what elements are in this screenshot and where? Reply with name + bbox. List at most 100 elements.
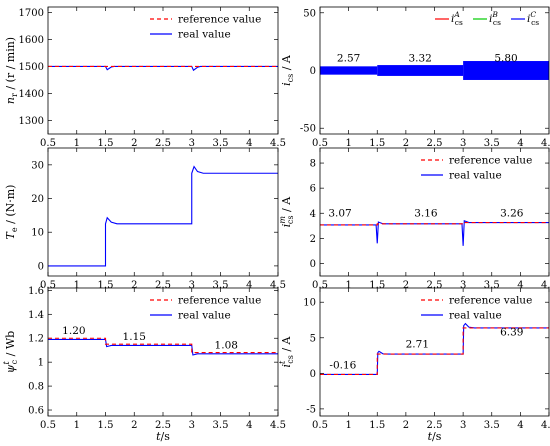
legend-label: real value: [178, 310, 231, 322]
x-tick-label: 0.5: [312, 138, 328, 149]
y-axis-label: Te / (N·m): [4, 185, 19, 240]
y-axis-label: nr / (r / min): [4, 37, 19, 104]
legend: reference value real value: [150, 14, 261, 41]
chart-panel-torque_current: 0.5 1 1.5 2 2.5 3 3.5 4 4.5 -5 0 5 10 -0.16 2.71 6.39 re…: [278, 287, 550, 443]
data-annotation: 2.71: [406, 339, 429, 351]
data-annotation: 1.15: [123, 331, 146, 343]
x-tick-label: 2.5: [427, 138, 443, 149]
plot-area: [320, 219, 549, 246]
x-tick-label: 0.5: [312, 280, 328, 291]
x-tick-label: 3.5: [484, 138, 500, 149]
x-tick-label: 3: [189, 420, 195, 431]
y-tick-label: 1.2: [28, 334, 44, 345]
x-tick-label: 1.5: [98, 420, 114, 431]
y-tick-label: 4: [310, 209, 316, 220]
series-band: [320, 66, 378, 75]
x-tick-label: 1.5: [369, 420, 385, 431]
y-tick-label: 30: [31, 160, 44, 171]
x-tick-label: 2: [403, 138, 409, 149]
x-tick-label: 4: [517, 280, 523, 291]
x-tick-label: 4.5: [270, 280, 286, 291]
x-tick-label: 4: [246, 138, 252, 149]
y-tick-label: 10: [31, 228, 44, 239]
x-tick-label: 3.5: [484, 280, 500, 291]
data-annotation: 6.39: [500, 327, 523, 339]
legend-label: reference value: [449, 295, 532, 307]
x-tick-label: 3.5: [213, 280, 229, 291]
series-line: [48, 165, 278, 267]
y-tick-label: 2: [310, 234, 316, 245]
y-tick-label: 1: [38, 358, 44, 369]
legend-label: real value: [449, 170, 502, 182]
x-tick-label: 3.5: [213, 138, 229, 149]
plot-area: [320, 322, 549, 376]
x-tick-label: 0.5: [40, 280, 56, 291]
series-line: [48, 65, 278, 72]
data-annotation: 1.08: [215, 339, 238, 351]
legend-label: real value: [178, 29, 231, 41]
y-tick-label: -50: [300, 124, 316, 135]
plot-area: [320, 61, 549, 80]
axes-frame: [47, 6, 279, 135]
x-tick-label: 2.5: [155, 138, 171, 149]
axes-frame: [47, 287, 279, 417]
y-tick-label: 1.4: [28, 310, 44, 321]
series-line: [48, 338, 278, 356]
legend-label: iA cs: [451, 10, 463, 27]
data-annotation: 3.16: [414, 207, 438, 219]
data-annotation: 5.80: [494, 52, 517, 64]
x-tick-label: 1: [74, 280, 80, 291]
y-axis-label: ψtc / Wb: [2, 331, 19, 373]
legend: reference value real value: [421, 295, 532, 322]
x-axis-label: t/s: [428, 430, 442, 443]
x-tick-label: 1.5: [369, 280, 385, 291]
legend-label: iC cs: [527, 10, 539, 27]
x-tick-label: 2: [403, 280, 409, 291]
data-annotation: -0.16: [329, 359, 356, 371]
y-tick-label: 20: [31, 194, 44, 205]
chart-panel-stator_current: 0.5 1 1.5 2 2.5 3 3.5 4 4.5 -50 0 50 2.57 3.32 5.80 iAc…: [280, 6, 550, 149]
data-annotation: 3.32: [408, 52, 431, 64]
plot-area: [48, 165, 278, 267]
x-axis-label: t/s: [156, 430, 170, 443]
x-tick-label: 4.5: [541, 280, 550, 291]
x-tick-label: 1.5: [98, 138, 114, 149]
y-tick-label: 1400: [19, 89, 44, 100]
series-line: [320, 219, 549, 246]
y-axis-label: imcs / A: [278, 196, 295, 227]
x-tick-label: 3: [189, 280, 195, 291]
legend-label: reference value: [449, 155, 532, 167]
data-annotation: 3.07: [328, 207, 351, 219]
legend-label: iB cs: [489, 10, 501, 27]
y-tick-label: 0: [310, 259, 316, 270]
data-annotation: 1.20: [62, 325, 85, 337]
y-tick-label: 0.8: [28, 382, 44, 393]
chart-panel-excitation_current: 0.5 1 1.5 2 2.5 3 3.5 4 4.5 0 2 4 6 8 3.07 3.16 3.26 refe…: [278, 147, 550, 291]
y-tick-label: 1700: [19, 8, 44, 19]
series-band: [377, 65, 464, 76]
x-tick-label: 4: [246, 420, 252, 431]
x-tick-label: 2.5: [427, 420, 443, 431]
x-tick-label: 0.5: [40, 138, 56, 149]
legend-label: real value: [449, 310, 502, 322]
y-tick-label: 50: [303, 8, 316, 19]
x-tick-label: 3: [460, 138, 466, 149]
y-tick-label: 6: [310, 184, 316, 195]
x-tick-label: 1: [345, 280, 351, 291]
chart-panel-flux: 0.5 1 1.5 2 2.5 3 3.5 4 4.5 0.6 0.8 1 1.2 1.4 1.6 1.20 1…: [2, 286, 286, 443]
x-tick-label: 4.5: [270, 138, 286, 149]
y-axis-label: itcs / A: [278, 335, 295, 367]
x-tick-label: 4.5: [541, 420, 550, 431]
x-tick-label: 1: [74, 420, 80, 431]
x-tick-label: 1.5: [369, 138, 385, 149]
y-tick-label: 1600: [19, 35, 44, 46]
x-tick-label: 1: [345, 420, 351, 431]
y-tick-label: 0: [310, 369, 316, 380]
x-tick-label: 0.5: [312, 420, 328, 431]
data-annotation: 3.26: [500, 207, 524, 219]
plot-area: [48, 65, 278, 72]
x-tick-label: 1: [74, 138, 80, 149]
x-tick-label: 2: [131, 280, 137, 291]
axes-frame: [319, 287, 550, 417]
y-tick-label: 1500: [19, 62, 44, 73]
